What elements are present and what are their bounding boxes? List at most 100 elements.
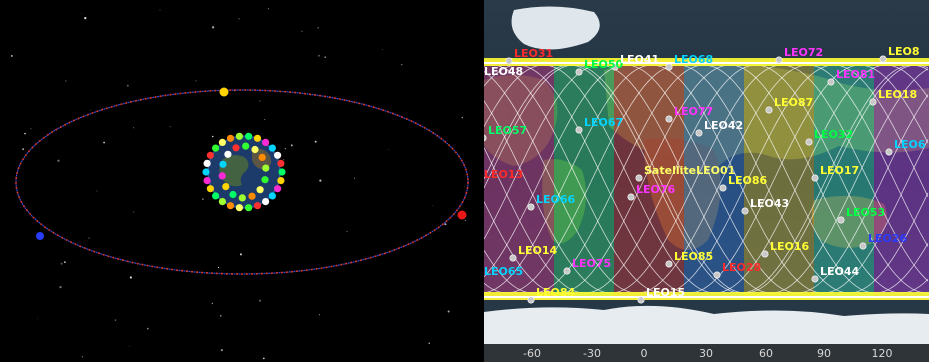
satellite-icon [869, 98, 877, 106]
satellite-label[interactable]: LEO65 [484, 265, 523, 278]
leo-satellite[interactable] [253, 134, 262, 142]
leo-satellite[interactable] [274, 185, 282, 193]
leo-satellite[interactable] [253, 202, 262, 210]
leo-satellite[interactable] [224, 150, 232, 158]
satellite-label[interactable]: LEO13 [484, 168, 523, 181]
satellite-label[interactable]: LEO84 [536, 286, 576, 299]
leo-satellite[interactable] [277, 159, 285, 167]
satellite-icon [563, 267, 571, 275]
satellite-label[interactable]: LEO6 [894, 138, 926, 151]
leo-satellite[interactable] [262, 138, 270, 146]
satellite-label[interactable]: LEO32 [814, 128, 853, 141]
satellite-label[interactable]: LEO44 [820, 265, 860, 278]
leo-satellite[interactable] [222, 183, 230, 191]
orbit-view-panel[interactable] [0, 0, 484, 362]
leo-satellite[interactable] [235, 204, 243, 212]
satellite-label[interactable]: LEO76 [636, 183, 676, 196]
satellite-label[interactable]: LEO53 [846, 206, 885, 219]
star [211, 302, 214, 305]
star [24, 132, 26, 135]
satellite-label[interactable]: LEO31 [514, 47, 553, 60]
leo-satellite[interactable] [261, 176, 269, 184]
satellite-label[interactable]: LEO50 [584, 58, 624, 71]
leo-satellite[interactable] [212, 192, 220, 200]
satellite-label[interactable]: LEO75 [572, 257, 611, 270]
leo-satellite[interactable] [203, 159, 211, 167]
leo-satellite[interactable] [245, 204, 253, 212]
geo-satellite-yellow[interactable] [219, 87, 229, 97]
satellite-label[interactable]: LEO41 [620, 53, 659, 66]
leo-satellite[interactable] [218, 198, 226, 206]
leo-satellite[interactable] [206, 151, 214, 159]
satellite-label[interactable]: LEO15 [646, 286, 685, 299]
geo-satellite-blue[interactable] [36, 232, 44, 240]
satellite-label[interactable]: LEO68 [674, 53, 713, 66]
leo-satellite[interactable] [277, 177, 285, 185]
leo-satellite[interactable] [238, 194, 246, 202]
leo-satellite[interactable] [218, 172, 226, 180]
leo-satellite[interactable] [245, 132, 253, 140]
coverage-regions [484, 60, 929, 300]
leo-satellite[interactable] [202, 168, 210, 176]
satellite-icon [885, 148, 893, 156]
leo-satellite[interactable] [262, 164, 270, 172]
star [317, 54, 320, 57]
satellite-label[interactable]: LEO42 [704, 119, 743, 132]
satellite-label[interactable]: SatelliteLEO01 [644, 164, 735, 177]
satellite-label[interactable]: LEO28 [722, 261, 761, 274]
satellite-label[interactable]: LEO87 [774, 96, 813, 109]
leo-satellite[interactable] [203, 177, 211, 185]
leo-satellite[interactable] [212, 144, 220, 152]
leo-satellite[interactable] [229, 190, 237, 199]
satellite-label[interactable]: LEO14 [518, 244, 558, 257]
leo-satellite[interactable] [248, 192, 256, 200]
star [22, 148, 25, 151]
satellite-label[interactable]: LEO72 [784, 46, 823, 59]
satellite-label[interactable]: LEO26 [868, 232, 908, 245]
geo-satellite-red[interactable] [457, 210, 467, 220]
satellite-label[interactable]: LEO16 [770, 240, 810, 253]
leo-satellite[interactable] [235, 132, 243, 140]
leo-satellite[interactable] [268, 144, 276, 152]
satellite-label[interactable]: LEO66 [536, 193, 576, 206]
satellite-label[interactable]: LEO77 [674, 105, 713, 118]
leo-satellite[interactable] [206, 185, 214, 193]
leo-satellite[interactable] [278, 168, 286, 176]
satellite-label[interactable]: LEO43 [750, 197, 789, 210]
star [301, 30, 303, 32]
leo-satellite[interactable] [256, 186, 264, 194]
star [388, 148, 389, 150]
leo-satellite[interactable] [242, 142, 250, 150]
longitude-tick-label: 60 [759, 347, 773, 360]
star [81, 13, 82, 14]
satellite-label[interactable]: LEO86 [728, 174, 768, 187]
star [128, 345, 130, 347]
satellite-icon [741, 207, 749, 215]
leo-satellite[interactable] [268, 192, 276, 200]
satellite-label[interactable]: LEO67 [584, 116, 623, 129]
satellite-label[interactable]: LEO85 [674, 250, 713, 263]
leo-satellite[interactable] [251, 145, 259, 154]
longitude-tick-label: 120 [872, 347, 893, 360]
leo-satellite[interactable] [226, 202, 235, 210]
star [220, 349, 223, 352]
satellite-label[interactable]: LEO8 [888, 45, 920, 58]
leo-satellite[interactable] [232, 144, 240, 152]
satellite-label[interactable]: LEO18 [878, 88, 917, 101]
leo-satellite[interactable] [262, 198, 270, 206]
star [219, 314, 222, 317]
satellite-icon [509, 254, 517, 262]
leo-satellite[interactable] [258, 153, 266, 161]
north-coverage-band-white [484, 62, 929, 64]
satellite-label[interactable]: LEO17 [820, 164, 859, 177]
satellite-label[interactable]: LEO48 [484, 65, 523, 78]
leo-satellite[interactable] [226, 134, 235, 142]
leo-satellite[interactable] [219, 160, 227, 168]
leo-satellite[interactable] [274, 151, 282, 159]
star [30, 128, 32, 130]
satellite-label[interactable]: LEO81 [836, 68, 875, 81]
ground-track-map[interactable]: LEO31 LEO48 LEO50 LEO41 LEO68 LEO72 LEO8 LEO81 L… [484, 0, 929, 362]
satellite-label[interactable]: LEO57 [488, 124, 527, 137]
leo-satellite[interactable] [218, 138, 226, 146]
